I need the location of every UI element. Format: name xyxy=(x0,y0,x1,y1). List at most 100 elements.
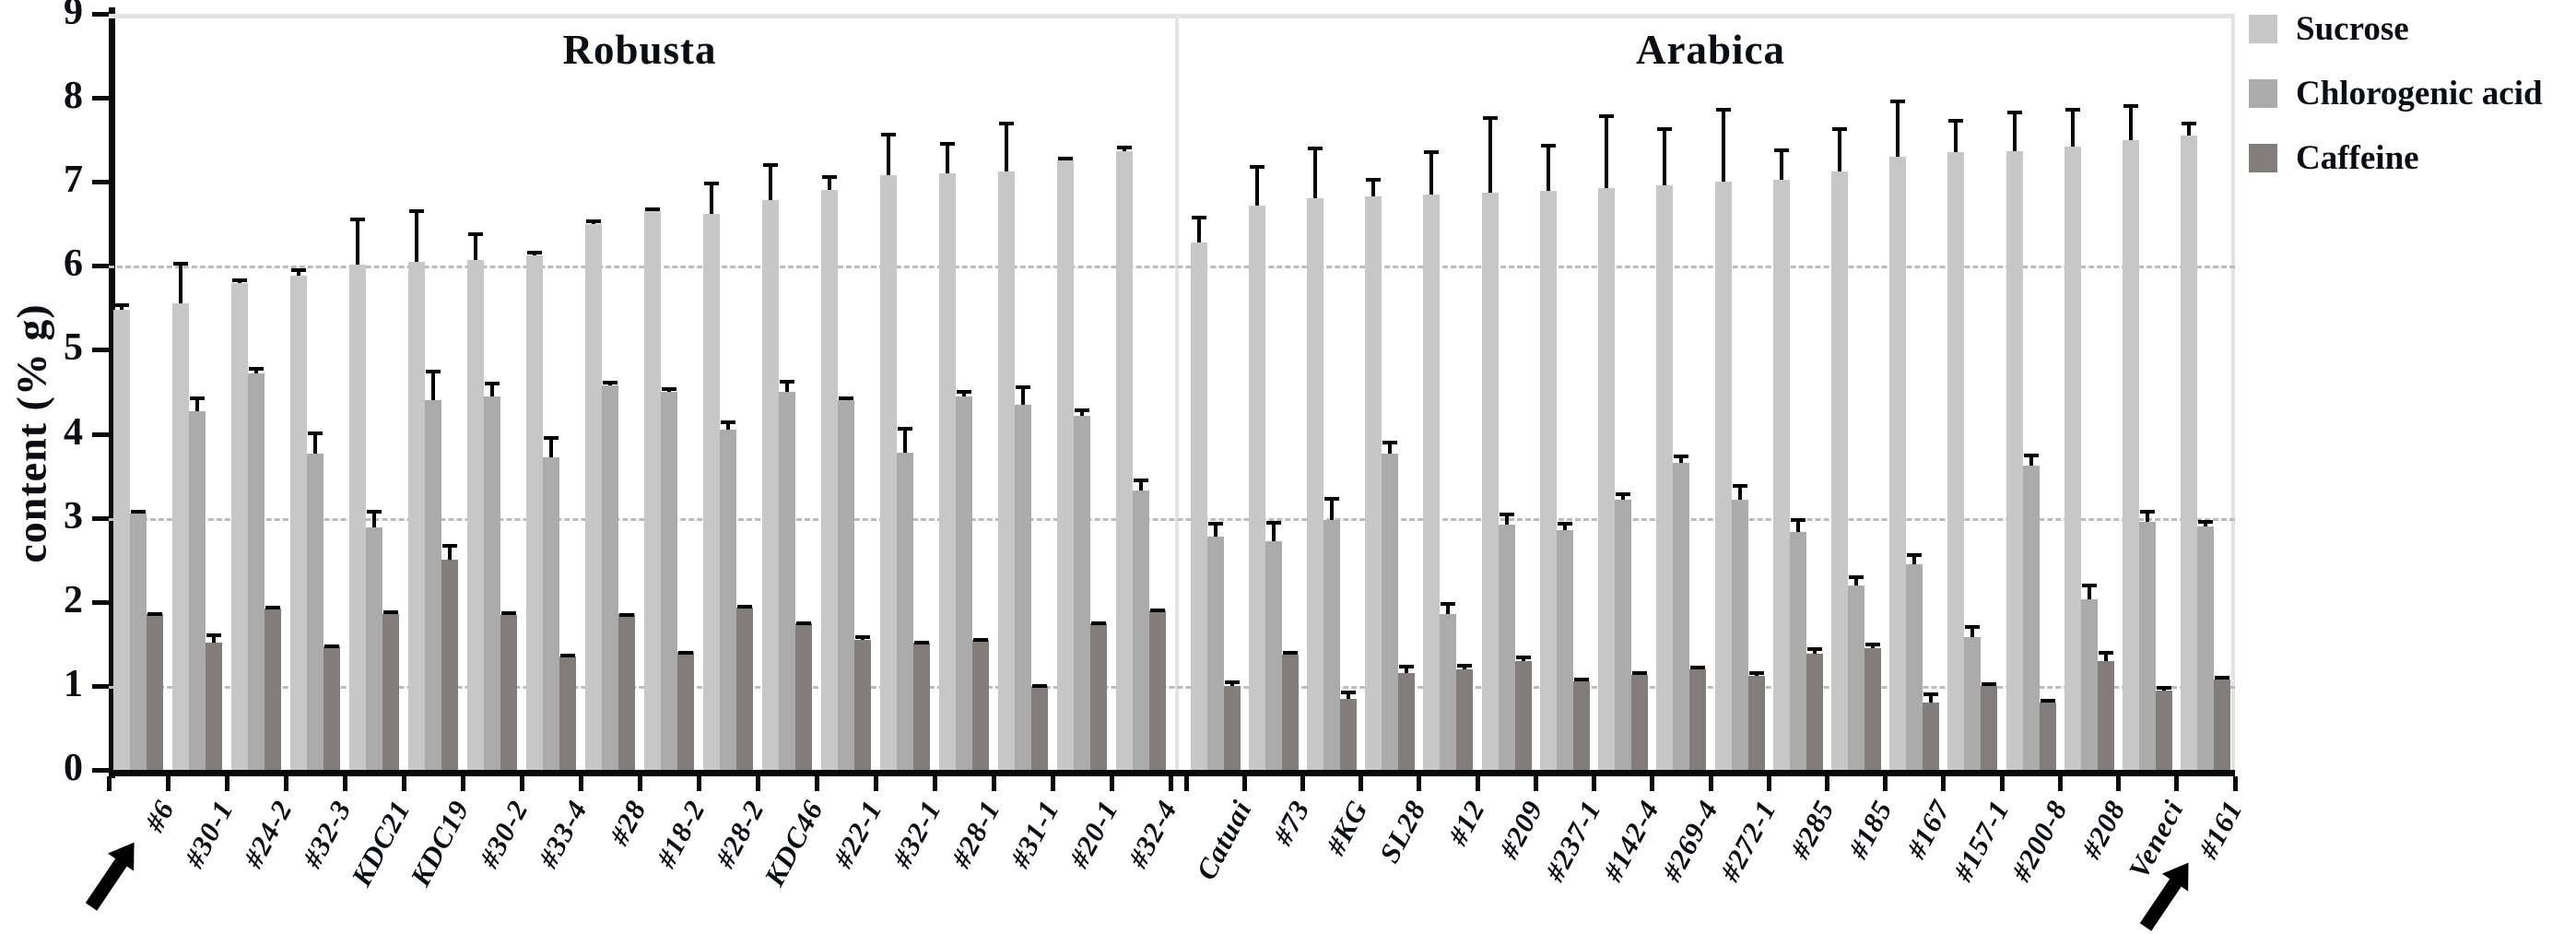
error-bar-cap xyxy=(1457,664,1473,668)
bar-chlorogenic-acid-#6 xyxy=(130,514,147,770)
error-bar-cap xyxy=(2215,675,2230,680)
error-bar-cap xyxy=(1441,601,1456,606)
error-bar-cap xyxy=(645,207,660,211)
bar-slot xyxy=(172,14,189,770)
panel-separator xyxy=(1175,14,1179,770)
y-tick xyxy=(92,683,109,689)
bar-slot xyxy=(821,14,838,770)
legend-label-sucrose: Sucrose xyxy=(2296,10,2409,48)
error-bar-cap xyxy=(796,621,811,625)
bar-chlorogenic-acid-#18-2 xyxy=(661,392,677,770)
bar-group-#30-2 xyxy=(463,14,522,770)
bar-caffeine-#208 xyxy=(2097,660,2114,770)
bar-slot xyxy=(2006,14,2023,770)
x-tick-label-#24-2: #24-2 xyxy=(237,795,300,873)
error-bar-cap xyxy=(1890,99,1906,103)
x-tick xyxy=(1766,776,1771,791)
bar-caffeine-#209 xyxy=(1514,660,1532,770)
bar-sucrose-#33-4 xyxy=(526,255,543,770)
bar-group-#12 xyxy=(1419,14,1477,770)
error-bar-cap xyxy=(2098,650,2113,655)
x-tick xyxy=(460,776,465,791)
bar-group-#28-1 xyxy=(935,14,994,770)
x-tick xyxy=(2232,776,2238,791)
bar-slot xyxy=(1848,14,1865,770)
bar-group-#237-1 xyxy=(1535,14,1594,770)
error-bar xyxy=(1721,108,1725,183)
error-bar-cap xyxy=(1557,522,1572,526)
bar-caffeine-#22-1 xyxy=(854,639,871,770)
error-bar-cap xyxy=(308,431,323,435)
error-bar xyxy=(887,133,890,175)
bar-slot xyxy=(1689,14,1707,770)
bar-slot xyxy=(1806,14,1823,770)
x-tick-label-#285: #285 xyxy=(1783,795,1841,864)
bar-slot xyxy=(2123,14,2140,770)
bar-chlorogenic-acid-KDC21 xyxy=(366,526,382,770)
x-tick-label-#73: #73 xyxy=(1265,795,1316,851)
bar-chlorogenic-acid-#32-3 xyxy=(307,453,323,770)
error-bar-cap xyxy=(898,427,912,432)
bar-slot xyxy=(1281,14,1299,770)
error-bar xyxy=(1970,625,1975,638)
legend-item-sucrose: Sucrose xyxy=(2249,9,2543,49)
bar-caffeine-#24-2 xyxy=(265,609,281,770)
bar-slot xyxy=(1714,14,1732,770)
error-bar-cap xyxy=(1249,165,1264,169)
bar-sucrose-#32-1 xyxy=(880,174,897,770)
x-tick xyxy=(1417,776,1422,791)
plot-top-border xyxy=(109,14,2235,18)
bar-caffeine-#32-3 xyxy=(323,646,340,770)
bar-slot xyxy=(2097,14,2114,770)
bar-caffeine-#18-2 xyxy=(677,652,694,770)
error-bar-cap xyxy=(1424,149,1440,154)
bar-slot xyxy=(248,14,265,770)
error-bar xyxy=(1838,127,1842,172)
bar-slot xyxy=(1206,14,1224,770)
bar-slot xyxy=(854,14,871,770)
error-bar-cap xyxy=(1674,455,1689,459)
bar-slot xyxy=(467,14,484,770)
bar-caffeine-#142-4 xyxy=(1631,675,1649,770)
bar-slot xyxy=(1731,14,1748,770)
bar-slot xyxy=(1481,14,1499,770)
bar-slot xyxy=(1572,14,1590,770)
bar-sucrose-#32-4 xyxy=(1116,150,1133,770)
x-tick xyxy=(2116,776,2122,791)
bar-group-#73 xyxy=(1244,14,1302,770)
bar-sucrose-#185 xyxy=(1831,171,1849,770)
bar-slot xyxy=(762,14,779,770)
error-bar xyxy=(1271,521,1276,542)
error-bar-cap xyxy=(350,217,365,221)
plot-right-border xyxy=(2231,14,2235,770)
error-bar-cap xyxy=(2140,509,2156,514)
x-tick-label-#30-2: #30-2 xyxy=(473,795,535,873)
y-tick xyxy=(92,348,109,353)
error-bar xyxy=(1912,552,1917,564)
error-bar xyxy=(372,510,376,527)
y-tick xyxy=(92,768,109,773)
bar-slot xyxy=(1090,14,1107,770)
bar-chlorogenic-acid-KDC19 xyxy=(425,400,441,770)
bar-caffeine-#237-1 xyxy=(1572,681,1590,770)
bar-sucrose-#73 xyxy=(1248,205,1265,770)
x-tick xyxy=(1241,776,1247,791)
error-bar-cap xyxy=(1091,621,1106,625)
bar-chlorogenic-acid-#269-4 xyxy=(1673,462,1690,770)
error-bar-cap xyxy=(324,644,339,649)
bar-slot xyxy=(618,14,635,770)
arrow-shape xyxy=(85,857,128,911)
bar-caffeine-#185 xyxy=(1864,647,1882,770)
bar-slot xyxy=(1190,14,1207,770)
error-bar xyxy=(448,543,452,561)
bar-caffeine-#272-1 xyxy=(1747,675,1765,770)
bar-slot xyxy=(1772,14,1790,770)
error-bar xyxy=(1388,440,1393,454)
error-bar-cap xyxy=(560,654,575,658)
error-bar-cap xyxy=(839,396,853,400)
error-bar-cap xyxy=(2064,108,2080,112)
bar-chlorogenic-acid-#30-2 xyxy=(484,396,500,770)
arrow-shape xyxy=(2139,877,2182,931)
error-bar-cap xyxy=(442,543,457,548)
error-bar-cap xyxy=(1224,680,1240,684)
